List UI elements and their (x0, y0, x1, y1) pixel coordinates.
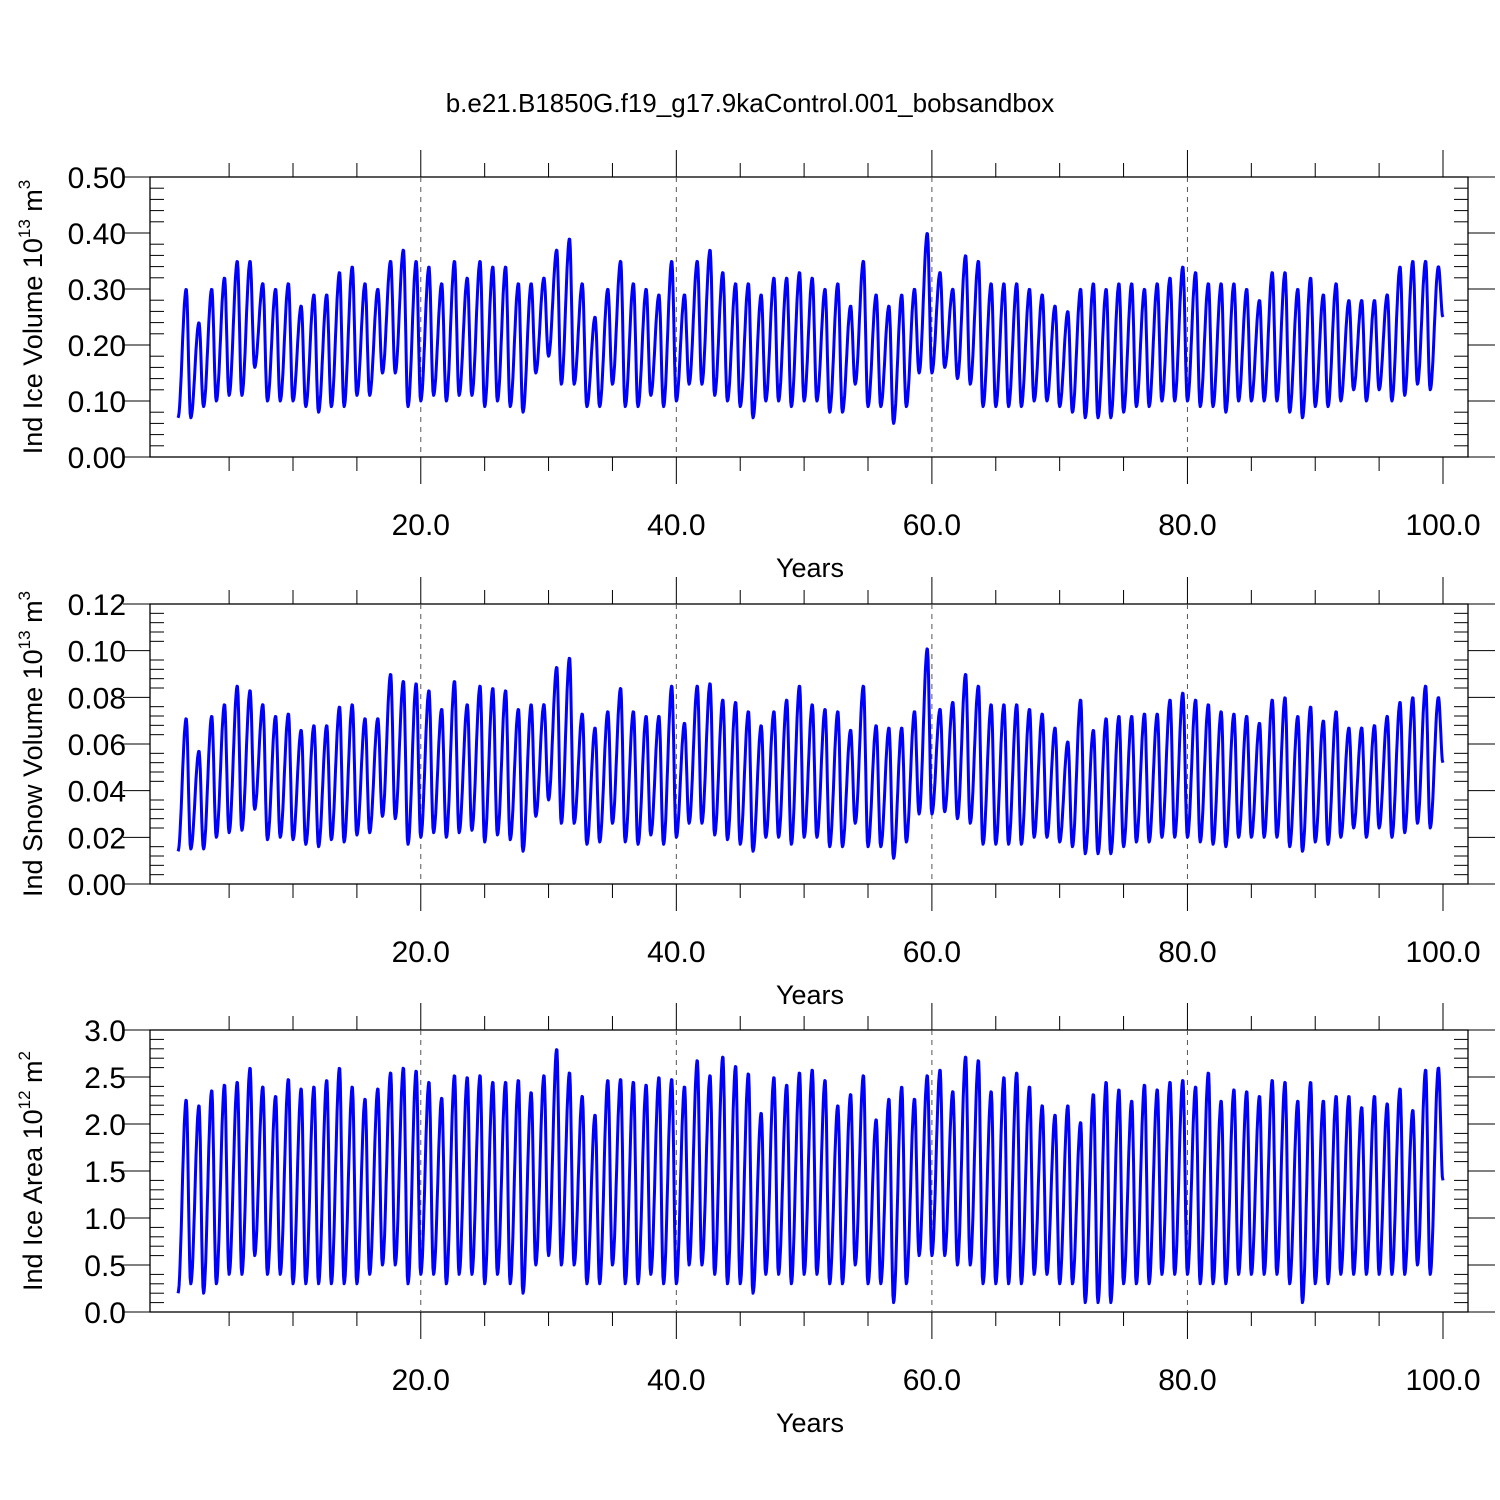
y-tick-label: 0.20 (68, 330, 126, 363)
plot-frame (149, 176, 1469, 458)
panel-snow-volume: 0.00 0.02 0.04 0.06 0.08 0.10 0.12 20.0 40.0 60.0… (15, 577, 1495, 1010)
y-tick-label: 2.5 (84, 1062, 126, 1095)
series-line-ice-volume (176, 232, 1445, 425)
x-axis-label: Years (776, 980, 844, 1010)
y-tick-label: 0.5 (84, 1250, 126, 1283)
y-axis-label: Ind Ice Area 1012 m2 (15, 1051, 48, 1291)
y-tick-label: 0.04 (68, 776, 126, 809)
x-tick-label: 40.0 (647, 936, 705, 969)
x-axis-label: Years (776, 1408, 844, 1438)
y-tick-label: 0.02 (68, 822, 126, 855)
y-axis-label: Ind Snow Volume 1013 m3 (15, 591, 48, 897)
x-tick-label: 100.0 (1405, 509, 1480, 542)
panel-ice-volume: 0.00 0.10 0.20 0.30 0.40 0.50 20.0 40.0 60.0 80.0… (15, 150, 1495, 583)
y-tick-label: 1.5 (84, 1156, 126, 1189)
y-tick-label: 2.0 (84, 1109, 126, 1142)
y-tick-label: 1.0 (84, 1203, 126, 1236)
x-tick-label: 20.0 (392, 1364, 450, 1397)
panel-ice-area: 0.0 0.5 1.0 1.5 2.0 2.5 3.0 20.0 40.0 60.0 80.0 100… (15, 1003, 1495, 1438)
y-tick-label: 0.00 (68, 869, 126, 902)
y-tick-label: 0.50 (68, 162, 126, 195)
y-tick-label: 0.10 (68, 636, 126, 669)
y-tick-label: 3.0 (84, 1015, 126, 1048)
series-line-ice-area (176, 1048, 1445, 1305)
series-line-snow-volume (176, 647, 1445, 860)
x-tick-label: 40.0 (647, 509, 705, 542)
x-tick-label: 20.0 (392, 509, 450, 542)
figure-title: b.e21.B1850G.f19_g17.9kaControl.001_bobs… (446, 88, 1055, 118)
x-tick-label: 80.0 (1158, 936, 1216, 969)
x-tick-label: 80.0 (1158, 1364, 1216, 1397)
y-tick-label: 0.08 (68, 682, 126, 715)
x-tick-label: 100.0 (1405, 1364, 1480, 1397)
x-tick-label: 60.0 (903, 936, 961, 969)
x-tick-label: 60.0 (903, 509, 961, 542)
y-tick-label: 0.00 (68, 442, 126, 475)
x-axis-label: Years (776, 553, 844, 583)
x-tick-label: 20.0 (392, 936, 450, 969)
x-tick-label: 100.0 (1405, 936, 1480, 969)
y-tick-label: 0.12 (68, 589, 126, 622)
y-tick-label: 0.06 (68, 729, 126, 762)
x-tick-label: 80.0 (1158, 509, 1216, 542)
y-tick-label: 0.30 (68, 274, 126, 307)
y-tick-label: 0.40 (68, 218, 126, 251)
x-tick-label: 40.0 (647, 1364, 705, 1397)
x-tick-label: 60.0 (903, 1364, 961, 1397)
y-tick-label: 0.0 (84, 1297, 126, 1330)
y-axis-label: Ind Ice Volume 1013 m3 (15, 180, 48, 455)
y-tick-label: 0.10 (68, 386, 126, 419)
